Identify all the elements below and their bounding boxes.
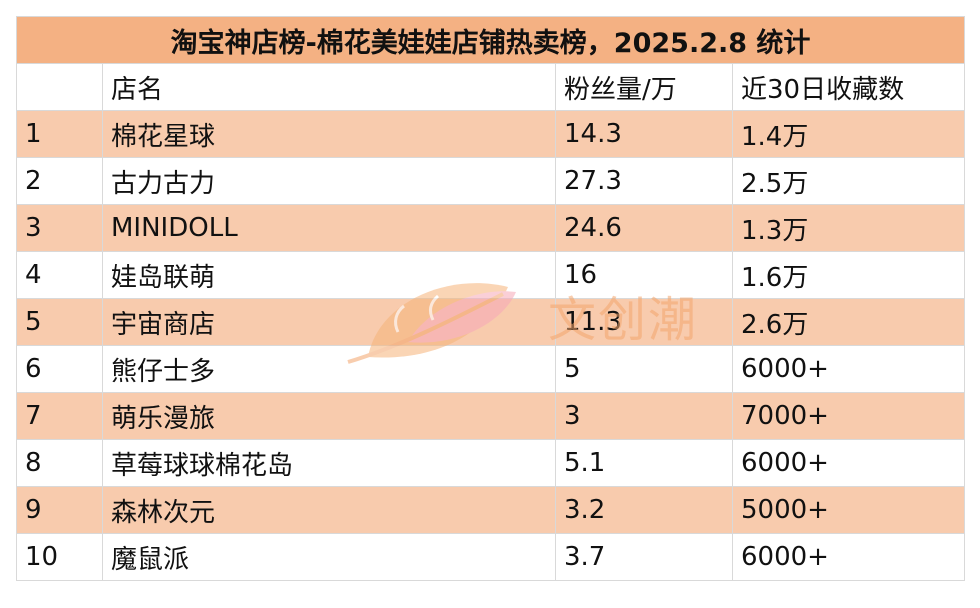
cell-favorites-30d: 6000+ (731, 439, 966, 487)
table-row: 5 宇宙商店 11.3 2.6万 (16, 298, 966, 346)
header-rank (16, 63, 103, 111)
header-followers: 粉丝量/万 (555, 63, 733, 111)
cell-favorites-30d: 7000+ (731, 392, 966, 440)
table-title: 淘宝神店榜-棉花美娃娃店铺热卖榜，2025.2.8 统计 (15, 16, 966, 64)
cell-favorites-30d: 6000+ (731, 533, 966, 581)
cell-followers: 16 (555, 251, 733, 299)
cell-followers: 3.2 (555, 486, 733, 534)
cell-rank: 5 (16, 298, 103, 346)
table-row: 10 魔鼠派 3.7 6000+ (16, 533, 966, 581)
cell-shop-name: 魔鼠派 (102, 533, 556, 581)
cell-rank: 8 (16, 439, 103, 487)
cell-followers: 11.3 (555, 298, 733, 346)
cell-followers: 14.3 (555, 110, 733, 158)
cell-followers: 3.7 (555, 533, 733, 581)
cell-rank: 10 (16, 533, 103, 581)
table-row: 8 草莓球球棉花岛 5.1 6000+ (16, 439, 966, 487)
table-row: 1 棉花星球 14.3 1.4万 (16, 110, 966, 158)
ranking-table: 淘宝神店榜-棉花美娃娃店铺热卖榜，2025.2.8 统计 店名 粉丝量/万 近3… (15, 16, 966, 581)
cell-shop-name: 草莓球球棉花岛 (102, 439, 556, 487)
header-shop-name: 店名 (102, 63, 556, 111)
cell-rank: 6 (16, 345, 103, 393)
cell-followers: 24.6 (555, 204, 733, 252)
cell-favorites-30d: 5000+ (731, 486, 966, 534)
header-row: 店名 粉丝量/万 近30日收藏数 (16, 63, 966, 111)
table-row: 2 古力古力 27.3 2.5万 (16, 157, 966, 205)
cell-followers: 5.1 (555, 439, 733, 487)
table-row: 9 森林次元 3.2 5000+ (16, 486, 966, 534)
cell-shop-name: 熊仔士多 (102, 345, 556, 393)
cell-favorites-30d: 2.5万 (731, 157, 966, 205)
cell-followers: 27.3 (555, 157, 733, 205)
table-row: 6 熊仔士多 5 6000+ (16, 345, 966, 393)
cell-favorites-30d: 1.6万 (731, 251, 966, 299)
cell-favorites-30d: 2.6万 (731, 298, 966, 346)
cell-shop-name: 古力古力 (102, 157, 556, 205)
cell-rank: 3 (16, 204, 103, 252)
table-row: 7 萌乐漫旅 3 7000+ (16, 392, 966, 440)
cell-shop-name: MINIDOLL (102, 204, 556, 252)
table-row: 4 娃岛联萌 16 1.6万 (16, 251, 966, 299)
cell-shop-name: 森林次元 (102, 486, 556, 534)
cell-favorites-30d: 6000+ (731, 345, 966, 393)
cell-favorites-30d: 1.3万 (731, 204, 966, 252)
cell-rank: 1 (16, 110, 103, 158)
cell-followers: 5 (555, 345, 733, 393)
cell-shop-name: 娃岛联萌 (102, 251, 556, 299)
table-row: 3 MINIDOLL 24.6 1.3万 (16, 204, 966, 252)
cell-rank: 4 (16, 251, 103, 299)
title-row: 淘宝神店榜-棉花美娃娃店铺热卖榜，2025.2.8 统计 (15, 16, 966, 64)
cell-shop-name: 宇宙商店 (102, 298, 556, 346)
ranking-sheet: 淘宝神店榜-棉花美娃娃店铺热卖榜，2025.2.8 统计 店名 粉丝量/万 近3… (15, 16, 966, 581)
cell-shop-name: 萌乐漫旅 (102, 392, 556, 440)
cell-rank: 7 (16, 392, 103, 440)
cell-rank: 2 (16, 157, 103, 205)
cell-favorites-30d: 1.4万 (731, 110, 966, 158)
header-favorites-30d: 近30日收藏数 (731, 63, 966, 111)
cell-rank: 9 (16, 486, 103, 534)
cell-shop-name: 棉花星球 (102, 110, 556, 158)
cell-followers: 3 (555, 392, 733, 440)
